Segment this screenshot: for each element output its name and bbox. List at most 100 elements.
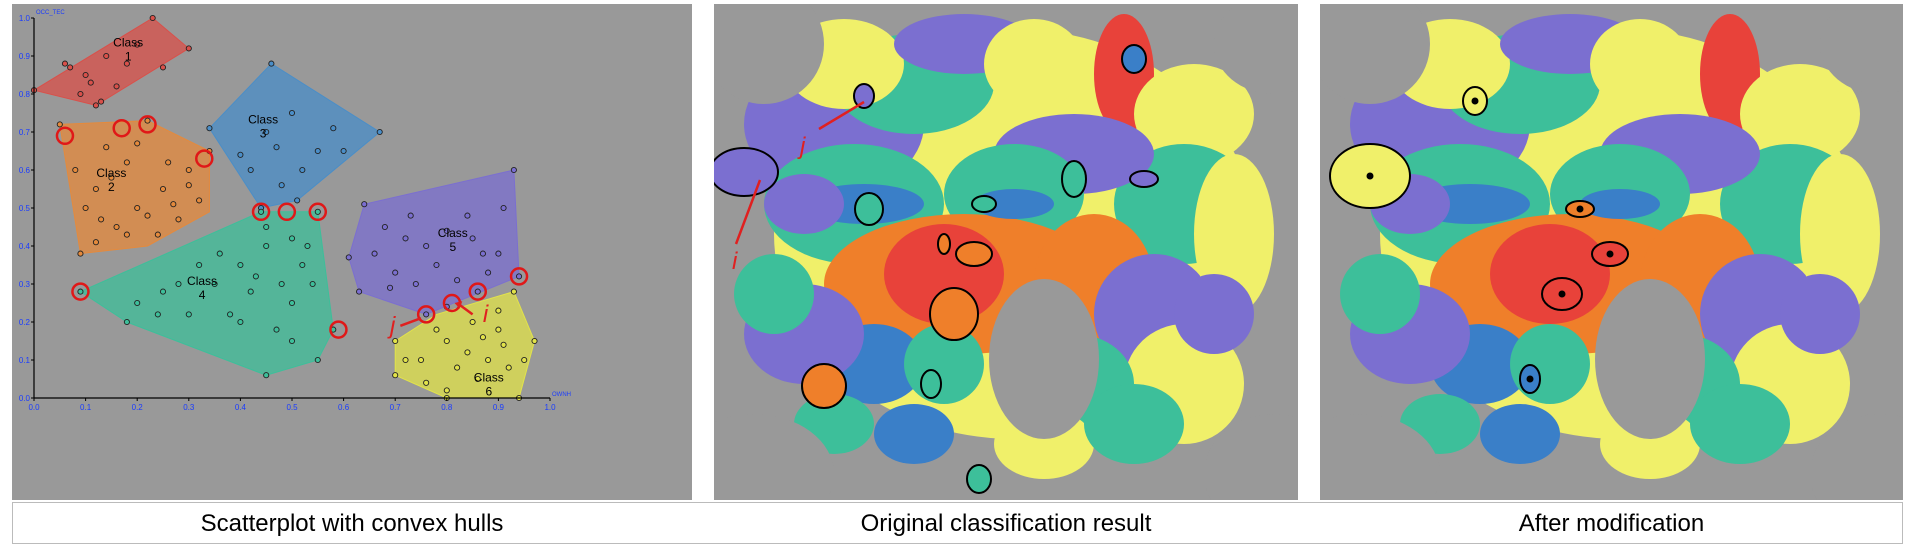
point-class-5-11 — [443, 227, 450, 234]
map-region-28 — [1780, 274, 1860, 354]
point-class-4-7 — [134, 299, 141, 307]
hull-class-4 — [79, 211, 334, 376]
point-class-6-15 — [433, 326, 440, 333]
point-class-1-7 — [123, 60, 130, 67]
point-class-6-19 — [402, 356, 409, 364]
point-class-3-12 — [247, 166, 254, 174]
outlined-region-0 — [714, 147, 779, 197]
point-class-4-19 — [175, 280, 182, 288]
x-tick-label-2: 0.2 — [132, 403, 144, 412]
map-region-5 — [1590, 19, 1690, 109]
map-region-29 — [974, 189, 1054, 219]
map-region-7 — [1134, 64, 1254, 164]
point-class-6-16 — [464, 349, 471, 356]
x-tick-label-3: 0.3 — [183, 403, 195, 412]
class-label-3-line-0: Class — [248, 113, 278, 127]
map-arrow-j — [818, 100, 865, 131]
point-class-2-10 — [92, 185, 99, 193]
highlight-circle-4 — [251, 202, 271, 222]
point-class-4-18 — [196, 261, 203, 269]
map-region-5 — [984, 19, 1084, 109]
point-class-2-7 — [159, 185, 167, 193]
x-axis-label: OWNH — [552, 392, 571, 398]
highlight-circle-11 — [468, 282, 488, 301]
point-class-4-25 — [237, 318, 244, 326]
point-class-5-19 — [371, 250, 378, 257]
point-class-4-16 — [247, 288, 254, 295]
point-class-2-4 — [92, 239, 99, 246]
map-corner-bl — [714, 414, 834, 500]
point-class-4-14 — [288, 299, 296, 307]
point-class-2-5 — [113, 223, 120, 231]
highlight-circle-2 — [138, 115, 157, 134]
region-dot-0 — [1366, 172, 1374, 180]
outlined-region-9 — [1121, 44, 1147, 74]
map-annotation-i: i — [732, 248, 738, 275]
map-regions — [1320, 4, 1903, 500]
point-class-2-6 — [134, 204, 141, 212]
point-class-2-8 — [185, 166, 192, 174]
point-class-6-10 — [485, 356, 492, 364]
point-class-5-24 — [479, 250, 486, 257]
y-tick-label-2: 0.2 — [19, 318, 31, 327]
y-tick-label-7: 0.7 — [19, 128, 31, 137]
point-class-4-1 — [257, 208, 265, 215]
map-region-12 — [764, 174, 844, 234]
map-corner-tr — [1820, 4, 1903, 94]
point-class-3-1 — [376, 128, 383, 136]
point-class-1-9 — [113, 83, 120, 90]
region-dot-2 — [1576, 205, 1584, 213]
point-class-4-23 — [263, 223, 270, 231]
x-tick-label-6: 0.6 — [338, 403, 350, 412]
hull-class-5 — [348, 169, 520, 315]
point-class-4-0 — [77, 288, 84, 295]
map-hole — [989, 279, 1099, 439]
point-class-4-21 — [288, 337, 296, 345]
class-label-4-line-1: 4 — [199, 288, 206, 302]
modified-caption: After modification — [1518, 510, 1705, 537]
point-class-5-16 — [433, 261, 440, 269]
y-tick-label-6: 0.6 — [19, 166, 31, 175]
point-class-5-22 — [407, 212, 414, 219]
point-class-2-14 — [175, 216, 182, 223]
map-region-21 — [1510, 324, 1590, 404]
point-class-2-22 — [72, 166, 79, 174]
class-label-2-line-1: 2 — [108, 180, 115, 194]
outlined-region-4 — [920, 369, 942, 399]
point-class-5-8 — [381, 223, 388, 231]
region-dot-4 — [1558, 290, 1566, 298]
point-class-6-2 — [531, 337, 538, 345]
x-tick-label-0: 0.0 — [28, 403, 40, 412]
x-tick-label-5: 0.5 — [286, 403, 298, 412]
class-label-4-line-0: Class — [187, 274, 217, 288]
arrow-j — [399, 317, 422, 327]
point-class-4-17 — [227, 311, 234, 318]
point-class-5-9 — [402, 235, 409, 242]
point-class-5-5 — [515, 273, 523, 280]
point-class-1-8 — [134, 41, 141, 48]
point-class-2-19 — [154, 231, 161, 238]
point-class-5-18 — [485, 269, 492, 276]
point-class-2-17 — [134, 140, 141, 147]
point-class-5-2 — [345, 254, 352, 261]
point-class-1-12 — [61, 60, 69, 67]
y-tick-label-9: 0.9 — [19, 52, 31, 61]
point-class-6-7 — [443, 337, 450, 345]
point-class-3-0 — [268, 60, 275, 67]
point-class-5-17 — [454, 277, 461, 284]
outlined-region-10 — [1129, 170, 1159, 188]
point-class-1-6 — [103, 52, 110, 60]
point-class-5-1 — [361, 201, 368, 208]
point-class-1-13 — [159, 64, 167, 71]
point-class-4-2 — [314, 208, 321, 215]
map-corner-tl — [714, 4, 824, 104]
point-class-1-5 — [82, 71, 89, 79]
point-class-6-5 — [392, 372, 399, 379]
outlined-region-2 — [854, 192, 884, 226]
x-tick-label-7: 0.7 — [390, 403, 402, 412]
highlight-circle-7 — [71, 282, 90, 301]
hull-class-1 — [32, 17, 190, 106]
scatterplot-chart: 0.0 0.1 0.2 0.3 0.4 0.5 0.6 0.7 0.8 0.9 1.0 0.0 0.1 0… — [19, 10, 571, 412]
scatterplot-panel: 0.0 0.1 0.2 0.3 0.4 0.5 0.6 0.7 0.8 0.9 1.0 0.0 0.1 0… — [12, 4, 692, 500]
